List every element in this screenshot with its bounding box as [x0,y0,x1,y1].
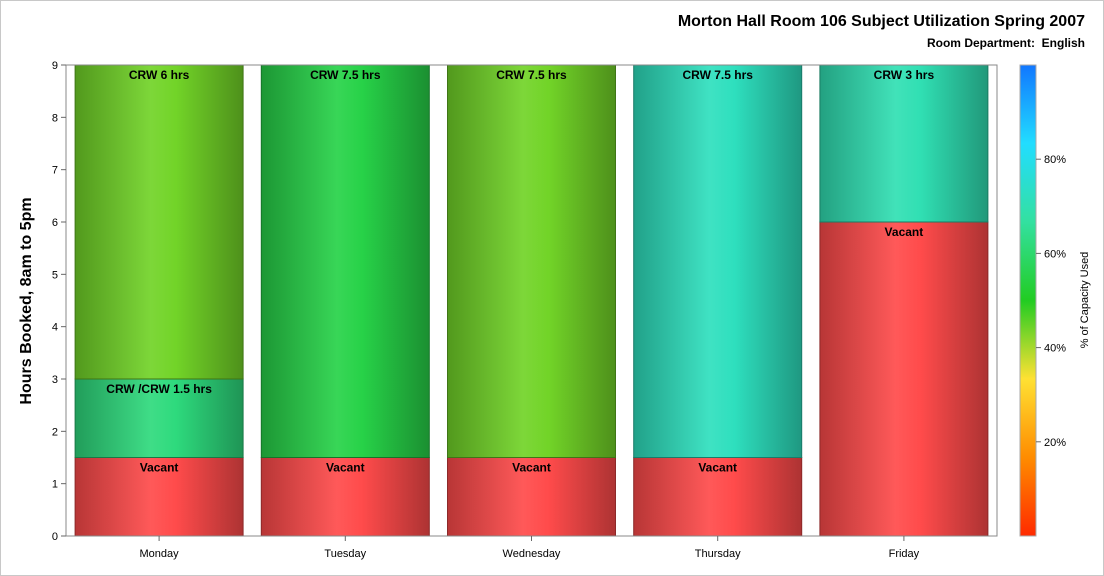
segment-label-tuesday-0: Vacant [326,461,365,475]
bar-segment-thursday-1 [633,64,803,458]
x-tick-label-friday: Friday [889,548,920,560]
colorbar-tick-label: 20% [1044,437,1066,449]
chart-title: Morton Hall Room 106 Subject Utilization… [677,13,1085,30]
bar-segment-tuesday-1 [260,64,430,458]
y-tick-label: 5 [52,269,58,281]
bar-segment-monday-2 [74,64,244,380]
y-tick-label: 3 [52,374,58,386]
y-tick-label: 2 [52,426,58,438]
bar-segment-thursday-0 [633,457,803,537]
bar-segment-wednesday-1 [447,64,616,458]
bar-segment-friday-1 [819,64,989,223]
chart-subtitle: Room Department: English [926,36,1085,50]
bar-segment-friday-0 [819,221,989,537]
segment-label-monday-0: Vacant [140,461,179,475]
y-axis-label: Hours Booked, 8am to 5pm [18,197,35,404]
segment-label-wednesday-1: CRW 7.5 hrs [496,68,567,82]
x-axis: Monday Tuesday Wednesday Thursday Friday [140,536,920,560]
segment-label-monday-1: CRW /CRW 1.5 hrs [106,382,212,396]
segment-label-friday-1: CRW 3 hrs [874,68,935,82]
x-tick-label-thursday: Thursday [695,548,741,560]
colorbar-label: % of Capacity Used [1079,252,1091,349]
y-tick-label: 8 [52,112,58,124]
x-tick-label-tuesday: Tuesday [324,548,366,560]
colorbar-tick-label: 80% [1044,154,1066,166]
segment-label-monday-2: CRW 6 hrs [129,68,190,82]
y-tick-label: 0 [52,531,58,543]
colorbar-scale [1019,64,1037,537]
y-tick-label: 6 [52,217,58,229]
x-tick-label-wednesday: Wednesday [503,548,561,560]
segment-label-friday-0: Vacant [885,225,924,239]
bar-segment-wednesday-0 [447,457,616,537]
colorbar-tick-label: 40% [1044,343,1066,355]
segment-label-thursday-0: Vacant [698,461,737,475]
y-tick-label: 4 [52,322,58,334]
bar-segment-monday-1 [74,378,244,458]
x-tick-label-monday: Monday [140,548,180,560]
segment-label-thursday-1: CRW 7.5 hrs [682,68,753,82]
y-tick-label: 9 [52,60,58,72]
segment-label-tuesday-1: CRW 7.5 hrs [310,68,381,82]
segment-label-wednesday-0: Vacant [512,461,551,475]
bar-segment-tuesday-0 [260,457,430,537]
y-tick-label: 1 [52,479,58,491]
bars-group [74,64,989,537]
bar-segment-monday-0 [74,457,244,537]
y-axis: 0 1 2 3 4 5 6 7 8 9 [52,60,66,543]
y-tick-label: 7 [52,165,58,177]
segment-labels-group: Vacant CRW /CRW 1.5 hrs CRW 6 hrs Vacant CRW… [106,68,934,475]
colorbar-tick-label: 60% [1044,248,1066,260]
colorbar: 20% 40% 60% 80% % of Capacity Used [1019,64,1091,537]
